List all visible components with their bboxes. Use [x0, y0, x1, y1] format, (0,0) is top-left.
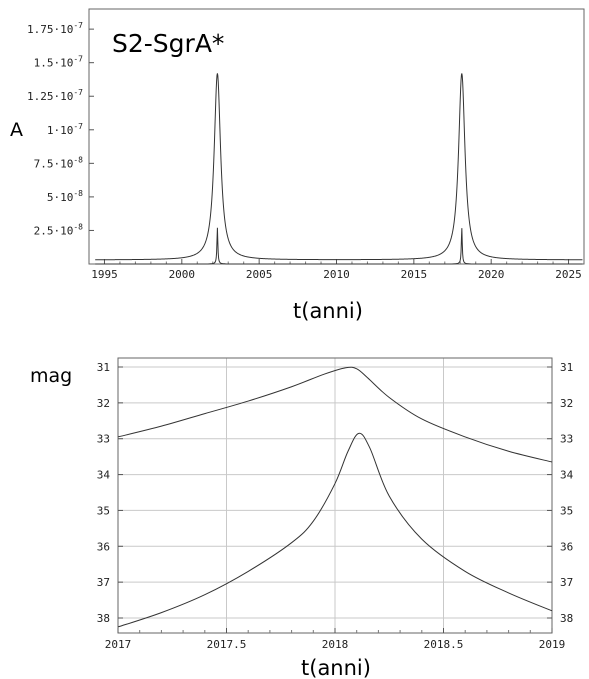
bottom-y-tick-label-left: 32: [97, 397, 110, 410]
bottom-y-tick-label-right: 34: [560, 469, 574, 482]
top-x-tick-label: 2010: [323, 268, 350, 281]
bottom-y-tick-label-right: 32: [560, 397, 573, 410]
bottom-x-tick-label: 2018.5: [424, 638, 464, 651]
top-x-tick-label: 2015: [401, 268, 428, 281]
top-series-group: [95, 73, 583, 265]
top-x-tick-label: 2020: [478, 268, 505, 281]
bottom-y-tick-label-right: 36: [560, 540, 573, 553]
bottom-y-tick-label-left: 38: [97, 612, 110, 625]
bottom-y-tick-label-left: 36: [97, 540, 110, 553]
top-y-tick-label: 5·10-8: [47, 189, 83, 204]
bottom-y-tick-label-right: 38: [560, 612, 573, 625]
magnitude-chart: mag t(anni) 31 31 32 32 33 33 34 34 35 35 36 36 37 37…: [30, 357, 574, 679]
top-x-tick-label: 2005: [246, 268, 273, 281]
top-x-axis-label: t(anni): [293, 299, 363, 323]
bottom-x-tick-label: 2018: [322, 638, 349, 651]
top-y-tick-label: 1·10-7: [47, 122, 83, 137]
top-y-axis-label: A: [10, 119, 23, 141]
bottom-y-tick-label-left: 37: [97, 576, 110, 589]
amplification-chart: S2-SgrA* A t(anni) 1995 2000 2005 2010 2015 2…: [10, 8, 585, 323]
amplification-curve-narrow: [95, 227, 583, 265]
bottom-y-tick-label-right: 35: [560, 504, 573, 517]
bottom-y-axis-label: mag: [30, 365, 72, 387]
bottom-x-axis-label: t(anni): [301, 656, 371, 679]
bottom-gridlines: [118, 358, 552, 633]
amplification-curve-wide: [95, 73, 583, 261]
top-x-tick-label: 2000: [169, 268, 196, 281]
bottom-y-tick-label-left: 31: [97, 361, 110, 374]
top-y-tick-label: 1.5·10-7: [34, 55, 84, 70]
top-y-tick-label: 2.5·10-8: [34, 222, 84, 237]
bottom-y-tick-label-right: 37: [560, 576, 573, 589]
top-y-tick-label: 1.25·10-7: [27, 88, 83, 103]
top-y-tick-label: 1.75·10-7: [27, 21, 83, 36]
bottom-series-group: [117, 366, 553, 628]
top-y-tick-label: 7.5·10-8: [34, 155, 84, 170]
top-x-tick-label: 2025: [555, 268, 582, 281]
bottom-y-tick-label-left: 35: [97, 504, 110, 517]
bottom-x-tick-label: 2019: [539, 638, 566, 651]
bottom-y-tick-label-right: 31: [560, 361, 573, 374]
top-chart-title: S2-SgrA*: [112, 29, 224, 58]
bottom-y-tick-label-left: 34: [97, 469, 111, 482]
bottom-x-tick-label: 2017.5: [207, 638, 247, 651]
bottom-x-tick-label: 2017: [105, 638, 132, 651]
magnitude-curve-bright: [117, 366, 553, 463]
magnitude-curve-faint: [117, 432, 553, 628]
bottom-axis-ticks: 31 31 32 32 33 33 34 34 35 35 36 36 37 37 38 38 2017 2017…: [97, 361, 574, 651]
top-x-tick-label: 1995: [91, 268, 118, 281]
bottom-y-tick-label-right: 33: [560, 433, 573, 446]
bottom-y-tick-label-left: 33: [97, 433, 110, 446]
top-axis-ticks: 1995 2000 2005 2010 2015 2020 2025 2.5·10-8 5·10…: [27, 21, 582, 281]
